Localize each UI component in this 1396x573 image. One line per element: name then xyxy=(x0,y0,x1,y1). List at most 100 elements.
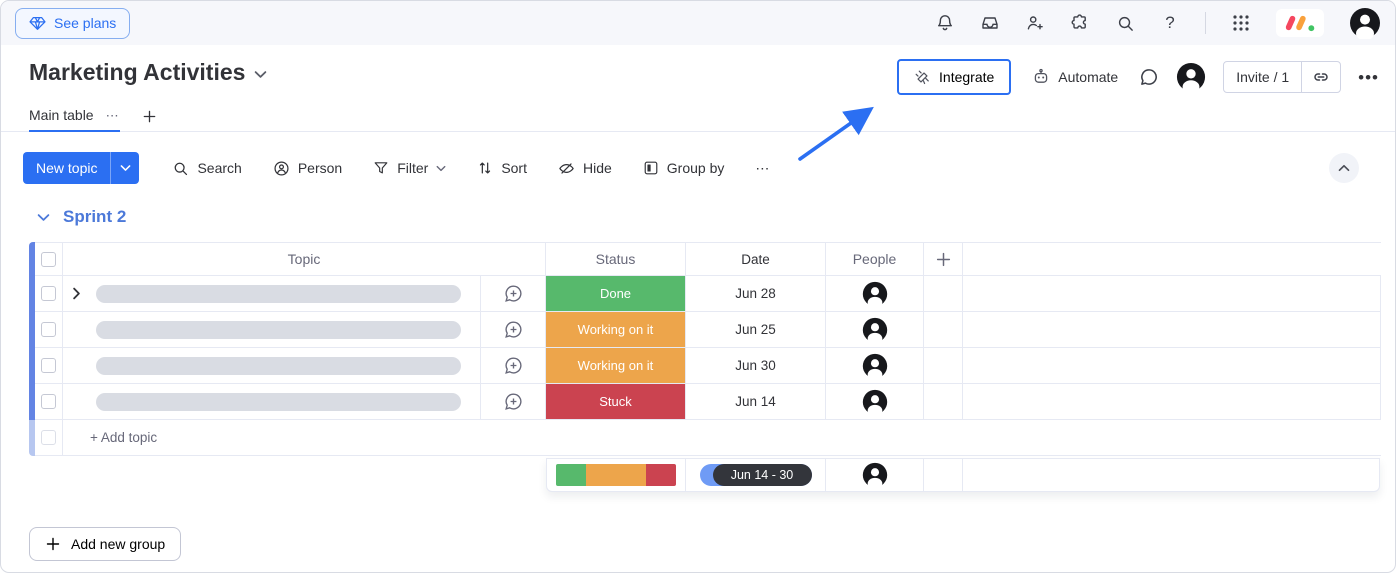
copy-board-link-icon[interactable] xyxy=(1302,68,1340,86)
help-icon[interactable]: ? xyxy=(1165,13,1175,32)
summary-empty-cell xyxy=(924,459,963,491)
toolbar-more-icon[interactable]: ⋯ xyxy=(755,160,771,176)
row-checkbox[interactable] xyxy=(35,276,63,311)
people-cell[interactable] xyxy=(826,276,924,311)
filter-button[interactable]: Filter xyxy=(373,160,446,176)
table-header-row: Topic Status Date People xyxy=(35,242,1381,276)
expand-item-chevron-icon[interactable] xyxy=(72,287,96,300)
integrate-icon xyxy=(914,69,931,86)
filter-label: Filter xyxy=(397,160,429,176)
row-checkbox[interactable] xyxy=(35,348,63,383)
date-cell[interactable]: Jun 25 xyxy=(686,312,826,347)
toolbar-items: Search Person Filter xyxy=(172,160,770,177)
row-filler xyxy=(963,312,1381,347)
new-topic-button[interactable]: New topic xyxy=(23,152,111,184)
automate-robot-icon xyxy=(1032,68,1050,86)
column-header-date[interactable]: Date xyxy=(686,243,826,275)
add-update-cell[interactable] xyxy=(481,312,546,347)
automate-button[interactable]: Automate xyxy=(1028,68,1122,86)
topic-cell[interactable] xyxy=(63,384,481,419)
people-cell[interactable] xyxy=(826,348,924,383)
status-cell[interactable]: Working on it xyxy=(546,348,686,383)
column-header-status[interactable]: Status xyxy=(546,243,686,275)
select-all-checkbox[interactable] xyxy=(35,243,63,275)
integrate-button[interactable]: Integrate xyxy=(897,59,1012,95)
people-cell[interactable] xyxy=(826,312,924,347)
column-header-people[interactable]: People xyxy=(826,243,924,275)
add-update-cell[interactable] xyxy=(481,384,546,419)
add-topic-button[interactable]: + Add topic xyxy=(90,430,158,445)
topbar-icons: ? xyxy=(935,7,1381,39)
column-header-topic[interactable]: Topic xyxy=(63,243,546,275)
board-discussion-icon[interactable] xyxy=(1139,67,1159,87)
status-cell[interactable]: Done xyxy=(546,276,686,311)
group-by-button[interactable]: Group by xyxy=(643,160,724,176)
add-topic-row: + Add topic xyxy=(35,420,1381,456)
sort-button[interactable]: Sort xyxy=(477,160,527,176)
row-checkbox[interactable] xyxy=(35,312,63,347)
board-title-chevron-down-icon[interactable] xyxy=(254,70,267,79)
new-topic-chevron-down-icon[interactable] xyxy=(110,152,140,184)
sort-label: Sort xyxy=(501,160,527,176)
group-header: Sprint 2 xyxy=(37,207,126,227)
tab-options-icon[interactable]: ⋯ xyxy=(105,107,120,123)
plus-icon xyxy=(45,536,61,552)
date-summary-cell[interactable]: Jun 14 - 30 xyxy=(686,459,826,491)
apps-marketplace-puzzle-icon[interactable] xyxy=(1070,13,1090,33)
topic-placeholder xyxy=(96,356,461,375)
apps-grid-icon[interactable] xyxy=(1231,13,1251,33)
people-summary-cell[interactable] xyxy=(826,459,924,491)
search-icon xyxy=(172,160,189,177)
search-toolbar-button[interactable]: Search xyxy=(172,160,242,177)
topic-cell[interactable] xyxy=(63,312,481,347)
add-row-checkbox xyxy=(41,430,56,445)
board-title[interactable]: Marketing Activities xyxy=(29,59,246,85)
see-plans-button[interactable]: See plans xyxy=(15,7,131,39)
search-icon[interactable] xyxy=(1115,13,1135,33)
group-by-icon xyxy=(643,160,659,176)
topic-placeholder xyxy=(96,320,461,339)
topic-cell[interactable] xyxy=(63,276,481,311)
distribution-segment xyxy=(646,464,676,486)
status-cell[interactable]: Working on it xyxy=(546,312,686,347)
table-row: Working on it Jun 25 xyxy=(35,312,1381,348)
person-filter-button[interactable]: Person xyxy=(273,160,342,177)
add-new-group-label: Add new group xyxy=(71,536,166,552)
date-cell[interactable]: Jun 14 xyxy=(686,384,826,419)
topic-cell[interactable] xyxy=(63,348,481,383)
date-cell[interactable]: Jun 30 xyxy=(686,348,826,383)
invite-button[interactable]: Invite / 1 xyxy=(1236,69,1290,85)
date-range-label: Jun 14 - 30 xyxy=(712,464,812,486)
add-update-cell[interactable] xyxy=(481,348,546,383)
table-row: Done Jun 28 xyxy=(35,276,1381,312)
group-name[interactable]: Sprint 2 xyxy=(63,207,127,226)
collapse-header-button[interactable] xyxy=(1329,153,1359,183)
group-color-strip-light xyxy=(29,420,35,456)
board-menu-icon[interactable]: ••• xyxy=(1358,67,1379,87)
empty-cell xyxy=(924,348,963,383)
row-checkbox[interactable] xyxy=(35,384,63,419)
top-bar: See plans xyxy=(1,1,1395,45)
filter-chevron-down-icon[interactable] xyxy=(436,165,446,172)
people-cell[interactable] xyxy=(826,384,924,419)
group-collapse-chevron-icon[interactable] xyxy=(37,213,50,222)
add-view-button[interactable] xyxy=(142,109,157,131)
board-owner-avatar[interactable] xyxy=(1176,62,1206,92)
status-cell[interactable]: Stuck xyxy=(546,384,686,419)
inbox-tray-icon[interactable] xyxy=(980,13,1000,33)
tab-main-table[interactable]: Main table ⋯ xyxy=(29,107,120,132)
add-new-group-button[interactable]: Add new group xyxy=(29,527,182,561)
row-filler xyxy=(963,348,1381,383)
status-summary-cell[interactable] xyxy=(547,459,686,491)
notifications-bell-icon[interactable] xyxy=(935,13,955,33)
row-filler xyxy=(963,384,1381,419)
invite-members-icon[interactable] xyxy=(1025,13,1045,33)
user-avatar[interactable] xyxy=(1349,7,1381,39)
add-update-cell[interactable] xyxy=(481,276,546,311)
empty-cell xyxy=(924,312,963,347)
empty-cell xyxy=(924,276,963,311)
date-cell[interactable]: Jun 28 xyxy=(686,276,826,311)
monday-logo[interactable] xyxy=(1276,9,1324,37)
add-column-button[interactable] xyxy=(924,243,963,275)
hide-columns-button[interactable]: Hide xyxy=(558,160,612,177)
